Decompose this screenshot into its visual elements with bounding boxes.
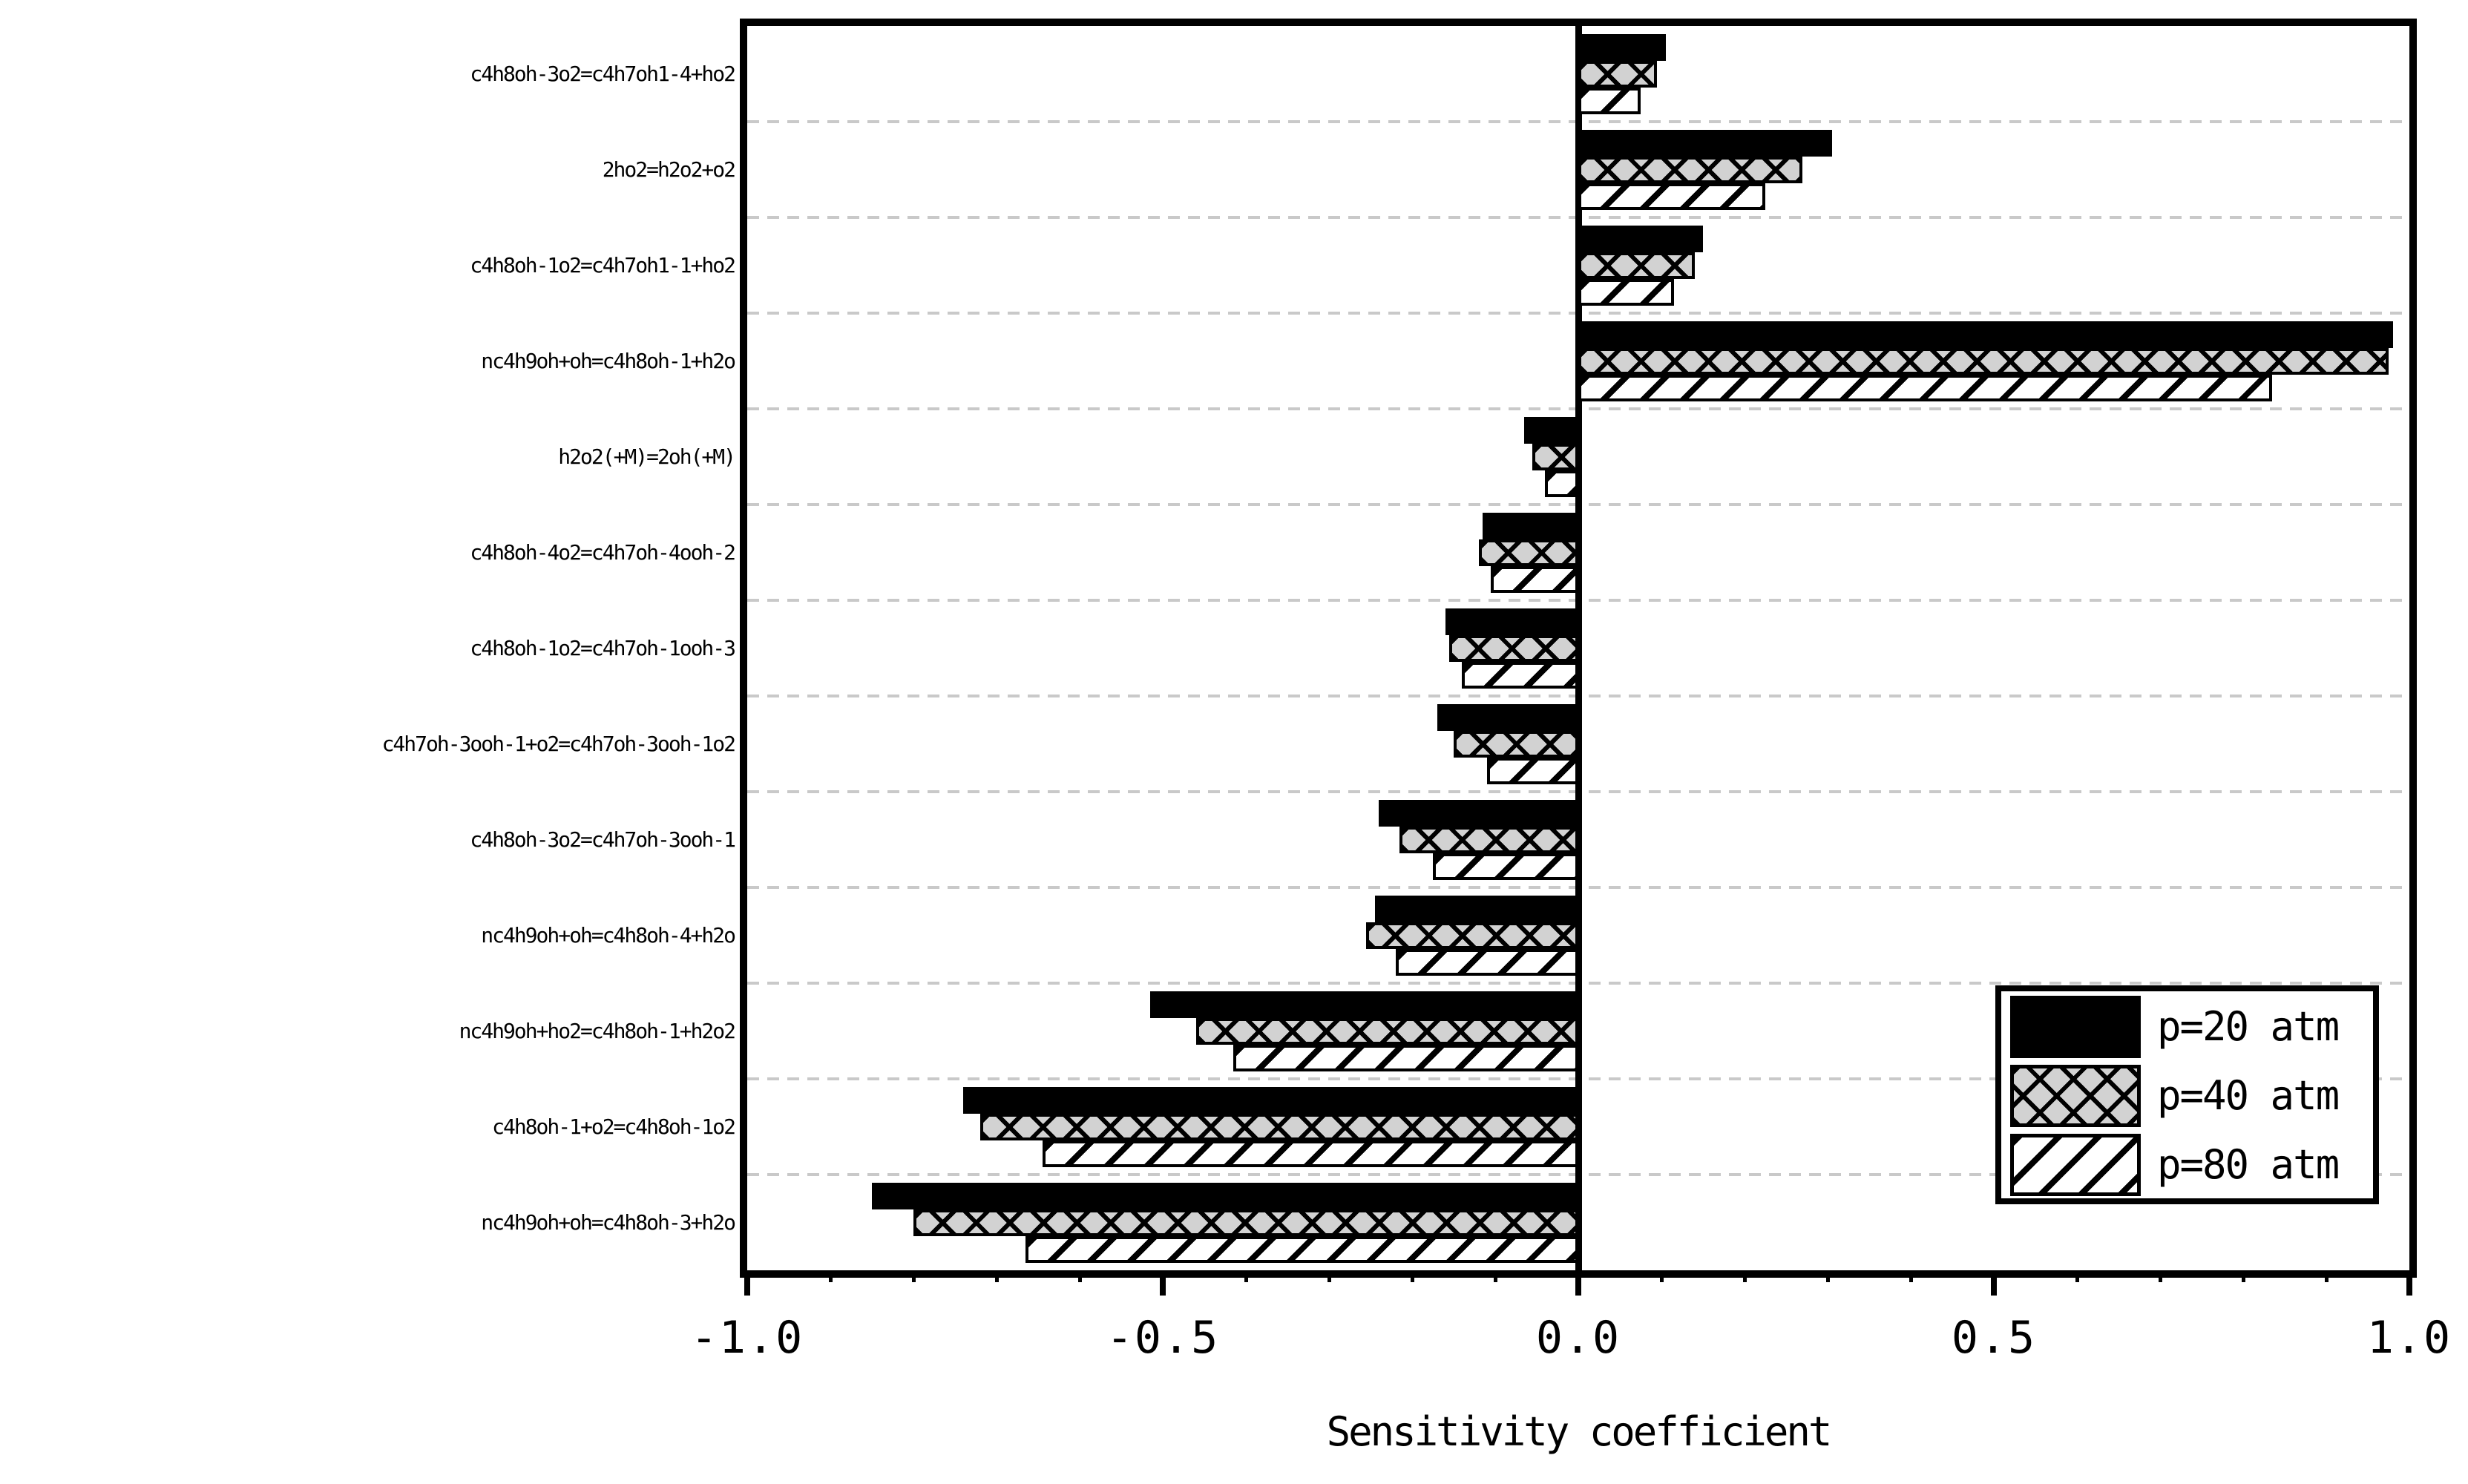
x-axis-minor-tick — [1244, 1270, 1248, 1282]
x-axis-major-tick — [1575, 1270, 1581, 1296]
x-axis-minor-tick — [828, 1270, 833, 1282]
bar-p80atm-row5 — [1545, 470, 1578, 497]
bar-p40atm-row12 — [979, 1114, 1578, 1140]
legend-item: p=80 atm — [2001, 1134, 2373, 1196]
bar-p80atm-row6 — [1491, 566, 1578, 593]
zero-axis-line — [1575, 26, 1582, 1270]
x-axis-tick-label: 0.5 — [1951, 1312, 2037, 1364]
category-label: nc4h9oh+ho2=c4h8oh-1+h2o2 — [459, 1019, 736, 1043]
category-label: c4h8oh-4o2=c4h7oh-4ooh-2 — [470, 540, 736, 565]
bar-p40atm-row2 — [1578, 157, 1803, 183]
x-axis-minor-tick — [1742, 1270, 1747, 1282]
x-axis-minor-tick — [1327, 1270, 1331, 1282]
category-label: nc4h9oh+oh=c4h8oh-4+h2o — [481, 923, 736, 948]
bar-p20atm-row13 — [872, 1183, 1578, 1209]
bar-p40atm-row7 — [1449, 635, 1578, 662]
bar-p80atm-row2 — [1578, 183, 1765, 210]
x-axis-tick-label: 0.0 — [1535, 1312, 1621, 1364]
category-label: c4h8oh-3o2=c4h7oh-3ooh-1 — [470, 827, 736, 852]
bar-p80atm-row13 — [1025, 1236, 1578, 1263]
x-axis-minor-tick — [1077, 1270, 1082, 1282]
bar-p20atm-row1 — [1578, 34, 1666, 61]
bar-p20atm-row6 — [1483, 513, 1578, 539]
bar-p20atm-row10 — [1374, 896, 1578, 922]
x-axis-minor-tick — [1493, 1270, 1497, 1282]
legend-item: p=40 atm — [2001, 1065, 2373, 1127]
legend-swatch-p40atm — [2010, 1065, 2141, 1127]
x-axis-major-tick — [1991, 1270, 1997, 1296]
bar-p20atm-row2 — [1578, 130, 1832, 157]
bar-p80atm-row8 — [1486, 758, 1578, 784]
x-axis-minor-tick — [1909, 1270, 1913, 1282]
bar-p80atm-row9 — [1433, 853, 1578, 880]
x-axis-minor-tick — [1659, 1270, 1664, 1282]
bar-p20atm-row8 — [1437, 704, 1578, 731]
bar-p80atm-row11 — [1233, 1045, 1578, 1071]
x-axis-tick-label: -1.0 — [690, 1312, 804, 1364]
x-axis-tick-label: 1.0 — [2366, 1312, 2452, 1364]
legend-label: p=80 atm — [2157, 1141, 2340, 1188]
category-label: c4h7oh-3ooh-1+o2=c4h7oh-3ooh-1o2 — [381, 732, 736, 756]
bar-p40atm-row8 — [1454, 731, 1578, 758]
category-label: h2o2(+M)=2oh(+M) — [558, 444, 736, 469]
bar-p20atm-row9 — [1379, 800, 1578, 827]
bar-p40atm-row5 — [1532, 444, 1578, 470]
legend-swatch-p20atm — [2010, 996, 2141, 1058]
bar-p40atm-row3 — [1578, 252, 1695, 279]
bar-p20atm-row7 — [1445, 608, 1578, 635]
x-axis-major-tick — [2406, 1270, 2412, 1296]
x-axis-minor-tick — [2158, 1270, 2162, 1282]
bar-p20atm-row5 — [1524, 417, 1578, 444]
bar-p40atm-row6 — [1478, 539, 1578, 566]
x-axis-minor-tick — [1410, 1270, 1414, 1282]
x-axis-major-tick — [744, 1270, 750, 1296]
x-axis-minor-tick — [2241, 1270, 2245, 1282]
category-label: c4h8oh-1o2=c4h7oh-1ooh-3 — [470, 636, 736, 660]
x-axis-minor-tick — [2075, 1270, 2079, 1282]
x-axis-title: Sensitivity coefficient — [1326, 1408, 1833, 1455]
legend-label: p=20 atm — [2157, 1003, 2340, 1050]
bar-p80atm-row4 — [1578, 375, 2273, 401]
category-label: nc4h9oh+oh=c4h8oh-3+h2o — [481, 1210, 736, 1235]
bar-p80atm-row12 — [1042, 1140, 1578, 1167]
bar-p40atm-row13 — [913, 1209, 1578, 1236]
bar-p20atm-row11 — [1150, 991, 1578, 1018]
bar-p40atm-row4 — [1578, 348, 2389, 375]
x-axis-minor-tick — [1825, 1270, 1830, 1282]
legend: p=20 atm p=40 atm p=80 atm — [1995, 985, 2379, 1204]
bar-p40atm-row1 — [1578, 61, 1658, 88]
category-label: c4h8oh-1+o2=c4h8oh-1o2 — [492, 1114, 736, 1139]
legend-item: p=20 atm — [2001, 996, 2373, 1058]
category-label: c4h8oh-1o2=c4h7oh1-1+ho2 — [470, 253, 736, 278]
bar-p20atm-row12 — [963, 1087, 1578, 1114]
category-label: 2ho2=h2o2+o2 — [602, 157, 736, 182]
category-label: c4h8oh-3o2=c4h7oh1-4+ho2 — [470, 62, 736, 86]
legend-label: p=40 atm — [2157, 1072, 2340, 1119]
bar-p80atm-row7 — [1462, 662, 1578, 689]
bar-p40atm-row10 — [1366, 922, 1578, 949]
category-label: nc4h9oh+oh=c4h8oh-1+h2o — [481, 349, 736, 373]
plot-area — [747, 26, 2409, 1270]
bar-p80atm-row1 — [1578, 88, 1641, 114]
bar-p40atm-row9 — [1399, 827, 1578, 853]
bar-p80atm-row10 — [1395, 949, 1578, 976]
bar-p20atm-row3 — [1578, 226, 1703, 252]
x-axis-major-tick — [1160, 1270, 1166, 1296]
bar-p80atm-row3 — [1578, 279, 1674, 306]
legend-swatch-p80atm — [2010, 1134, 2141, 1196]
bar-p40atm-row11 — [1195, 1018, 1578, 1045]
bar-p20atm-row4 — [1578, 321, 2393, 348]
x-axis-minor-tick — [994, 1270, 999, 1282]
x-axis-minor-tick — [2324, 1270, 2328, 1282]
x-axis-minor-tick — [911, 1270, 916, 1282]
x-axis-tick-label: -0.5 — [1106, 1312, 1220, 1364]
